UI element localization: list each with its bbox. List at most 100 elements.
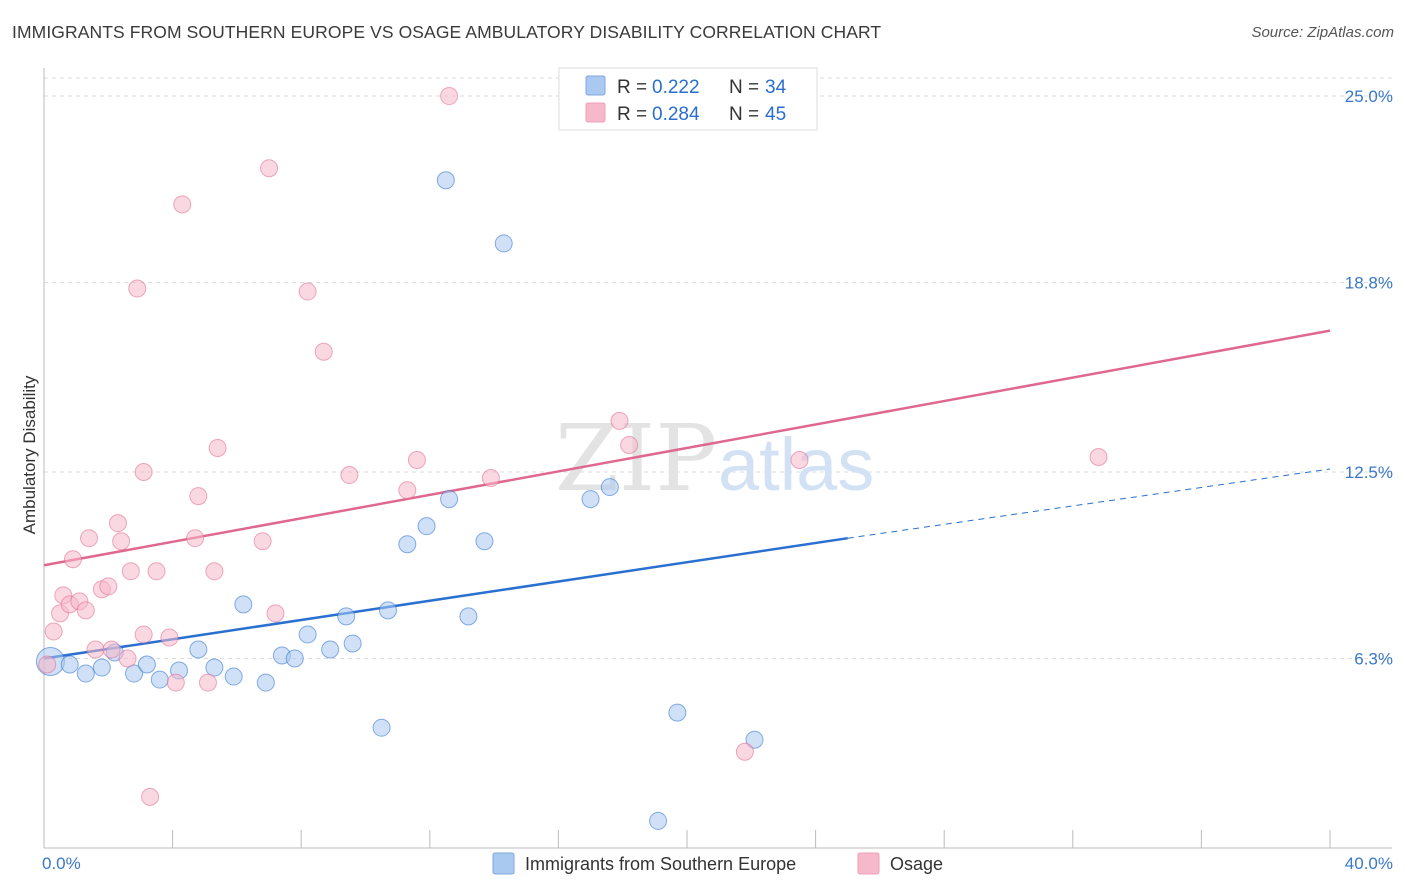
point-osage-25 — [186, 529, 205, 548]
y-tick-label-2: 18.8% — [1345, 274, 1393, 293]
point-osage-30 — [253, 532, 272, 551]
point-osage-1 — [44, 622, 63, 641]
point-southern-europe-30 — [600, 478, 619, 497]
legend-swatch-pink — [585, 102, 606, 123]
point-southern-europe-17 — [321, 640, 340, 659]
legend-r-label-0: R = — [617, 77, 647, 98]
bottom-legend-swatch-pink — [857, 852, 880, 875]
point-osage-33 — [298, 282, 317, 301]
point-osage-22 — [160, 628, 179, 647]
point-osage-0 — [38, 655, 57, 674]
legend: R = 0.222 N = 34 R = 0.284 N = 45 — [558, 67, 818, 131]
legend-r-label-1: R = — [617, 104, 647, 125]
point-southern-europe-9 — [189, 640, 208, 659]
point-osage-7 — [76, 601, 95, 620]
point-southern-europe-27 — [475, 532, 494, 551]
point-southern-europe-2 — [76, 664, 95, 683]
legend-n-value-0: 34 — [765, 77, 787, 98]
point-osage-21 — [147, 562, 166, 581]
point-osage-26 — [189, 487, 208, 506]
point-southern-europe-33 — [745, 730, 764, 749]
point-osage-42 — [735, 742, 754, 761]
point-osage-31 — [260, 159, 279, 178]
point-osage-20 — [141, 787, 160, 806]
point-osage-12 — [102, 640, 121, 659]
point-southern-europe-25 — [440, 490, 459, 509]
point-southern-europe-6 — [137, 655, 156, 674]
point-osage-16 — [121, 562, 140, 581]
point-southern-europe-7 — [150, 670, 169, 689]
point-osage-9 — [86, 640, 105, 659]
point-osage-41 — [620, 435, 639, 454]
point-osage-34 — [314, 342, 333, 361]
point-osage-32 — [266, 604, 285, 623]
point-southern-europe-22 — [398, 535, 417, 554]
legend-r-value-0: 0.222 — [652, 77, 700, 98]
bottom-legend: Immigrants from Southern Europe Osage — [492, 852, 943, 875]
point-southern-europe-3 — [92, 658, 111, 677]
point-southern-europe-31 — [649, 811, 668, 830]
bottom-legend-swatch-blue — [492, 852, 515, 875]
y-axis-label: Ambulatory Disability — [20, 375, 39, 534]
point-osage-38 — [440, 87, 459, 106]
legend-n-label-1: N = — [729, 104, 759, 125]
point-osage-23 — [166, 673, 185, 692]
x-tick-label-1: 40.0% — [1345, 854, 1393, 873]
point-osage-43 — [790, 450, 809, 469]
point-southern-europe-12 — [234, 595, 253, 614]
point-osage-14 — [112, 532, 131, 551]
point-southern-europe-16 — [298, 625, 317, 644]
y-tick-label-1: 12.5% — [1345, 463, 1393, 482]
point-osage-11 — [99, 577, 118, 596]
point-southern-europe-13 — [256, 673, 275, 692]
trend-line-southern-europe-extension — [847, 468, 1331, 539]
point-osage-39 — [481, 469, 500, 488]
point-southern-europe-20 — [372, 718, 391, 737]
point-osage-8 — [80, 529, 99, 548]
point-osage-28 — [205, 562, 224, 581]
axes — [43, 68, 1392, 849]
bottom-legend-label-pink: Osage — [890, 854, 943, 874]
x-tick-label-0: 0.0% — [42, 854, 81, 873]
point-southern-europe-32 — [668, 703, 687, 722]
point-southern-europe-11 — [224, 667, 243, 686]
point-osage-18 — [134, 625, 153, 644]
data-points — [35, 87, 1108, 830]
y-tick-label-3: 25.0% — [1345, 87, 1393, 106]
point-southern-europe-26 — [459, 607, 478, 626]
point-osage-37 — [407, 450, 426, 469]
point-osage-15 — [118, 649, 137, 668]
grid-lines — [44, 77, 1392, 660]
point-osage-13 — [108, 514, 127, 533]
point-osage-5 — [63, 550, 82, 569]
x-tick-labels: 0.0% 40.0% — [42, 854, 1393, 873]
point-osage-29 — [208, 438, 227, 457]
point-southern-europe-18 — [337, 607, 356, 626]
legend-n-value-1: 45 — [765, 104, 786, 125]
point-osage-40 — [610, 411, 629, 430]
point-southern-europe-29 — [581, 490, 600, 509]
legend-n-label-0: N = — [729, 77, 759, 98]
legend-r-value-1: 0.284 — [652, 104, 700, 125]
point-southern-europe-24 — [436, 171, 455, 190]
point-osage-19 — [134, 463, 153, 482]
point-southern-europe-1 — [60, 655, 79, 674]
point-osage-44 — [1089, 447, 1108, 466]
source-label: Source: ZipAtlas.com — [1251, 24, 1394, 41]
y-tick-label-0: 6.3% — [1354, 650, 1393, 669]
watermark: ZIP atlas — [555, 405, 874, 512]
point-southern-europe-15 — [285, 649, 304, 668]
bottom-legend-label-blue: Immigrants from Southern Europe — [525, 854, 796, 874]
point-osage-36 — [398, 481, 417, 500]
point-southern-europe-23 — [417, 517, 436, 536]
point-osage-27 — [198, 673, 217, 692]
point-southern-europe-21 — [379, 601, 398, 620]
point-southern-europe-19 — [343, 634, 362, 653]
point-southern-europe-10 — [205, 658, 224, 677]
legend-swatch-blue — [585, 75, 606, 96]
point-osage-35 — [340, 466, 359, 485]
point-osage-24 — [173, 195, 192, 214]
point-southern-europe-28 — [494, 234, 513, 253]
chart-title: IMMIGRANTS FROM SOUTHERN EUROPE VS OSAGE… — [12, 22, 882, 42]
